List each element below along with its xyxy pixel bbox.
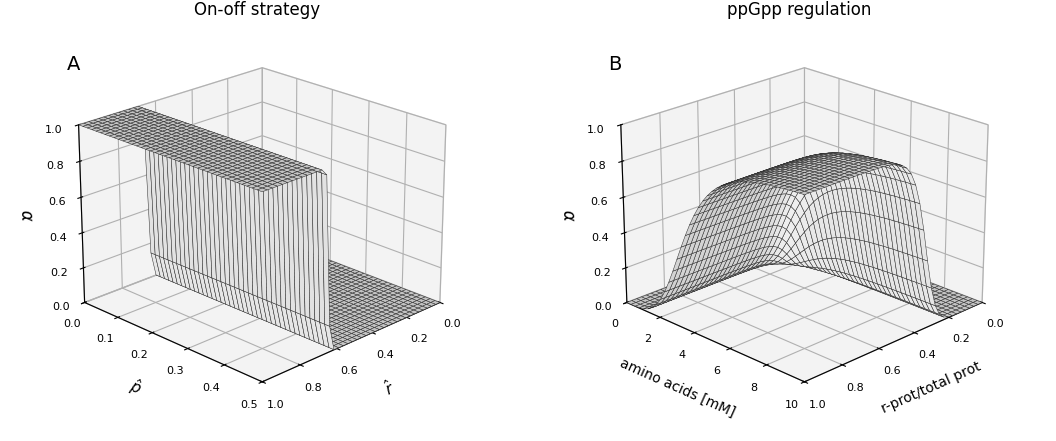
Y-axis label: amino acids [mM]: amino acids [mM] bbox=[618, 356, 737, 419]
Title: ppGpp regulation: ppGpp regulation bbox=[727, 1, 871, 19]
X-axis label: r-prot/total prot: r-prot/total prot bbox=[880, 359, 983, 416]
Y-axis label: $\hat{p}$: $\hat{p}$ bbox=[126, 375, 145, 400]
X-axis label: $\hat{r}$: $\hat{r}$ bbox=[381, 377, 397, 398]
Text: B: B bbox=[608, 55, 622, 74]
Title: On-off strategy: On-off strategy bbox=[194, 1, 320, 19]
Text: A: A bbox=[67, 55, 80, 74]
